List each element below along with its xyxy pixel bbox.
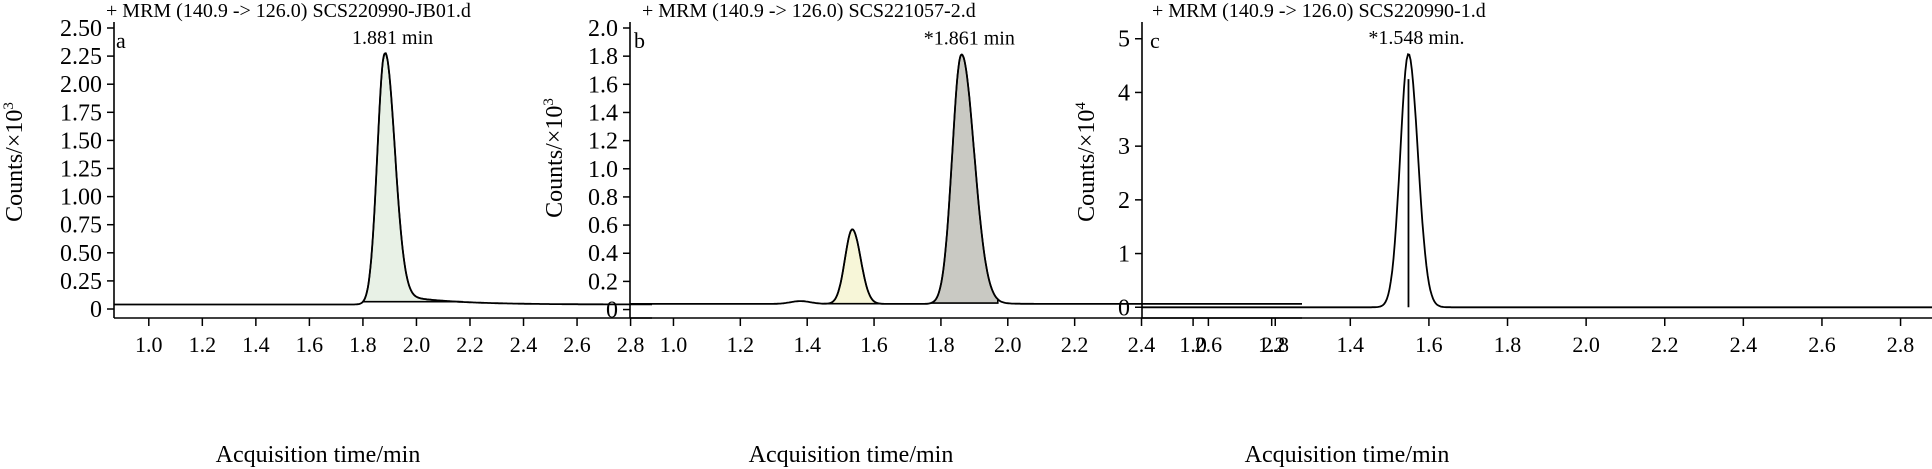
y-tick-label: 1.25 [60,157,102,183]
peak-label: 1.881 min [352,27,433,49]
y-tick-label: 1.50 [60,128,102,154]
peak-area-2 [930,53,999,304]
peak-label: *1.548 min. [1368,27,1464,49]
x-axis-label: Acquisition time/min [216,442,421,468]
y-tick-label: 1.6 [588,72,618,98]
y-tick-label: 4 [1118,80,1130,106]
y-axis-label-prefix: Counts/×10 [1074,110,1100,222]
x-tick-label: 2.0 [1572,332,1600,357]
y-tick-label: 0.75 [60,213,102,239]
y-tick-label: 0 [1118,295,1130,321]
y-tick-label: 0.2 [588,269,618,295]
y-axis-label-exponent: 4 [1073,102,1089,110]
x-tick-label: 1.2 [1258,332,1286,357]
x-tick-label: 1.6 [1415,332,1443,357]
chart-title: + MRM (140.9 -> 126.0) SCS221057-2.d [642,0,976,22]
chromatogram-trace [1142,53,1932,309]
y-tick-label: 0.4 [588,241,618,267]
panel-label: c [1150,28,1160,53]
x-tick-label: 2.8 [1262,332,1290,357]
x-tick-label: 2.4 [1128,332,1156,357]
chromatogram-trace [630,53,1302,305]
panel-c: + MRM (140.9 -> 126.0) SCS220990-1.d c A… [1073,0,1932,468]
panel-b: + MRM (140.9 -> 126.0) SCS221057-2.d b A… [541,0,1302,468]
x-tick-label: 2.6 [563,332,591,357]
x-tick-label: 2.0 [403,332,431,357]
y-tick-label: 0.50 [60,241,102,267]
x-tick-label: 1.0 [660,332,688,357]
x-tick-label: 1.6 [296,332,324,357]
panel-label: a [116,28,126,53]
y-tick-label: 1.0 [588,157,618,183]
y-tick-label: 2.00 [60,72,102,98]
y-tick-label: 1.2 [588,129,618,155]
x-tick-label: 1.0 [1179,332,1207,357]
y-axis-label-exponent: 3 [1,102,17,110]
y-tick-label: 5 [1118,27,1130,53]
y-tick-label: 1.8 [588,44,618,70]
x-axis-label: Acquisition time/min [1245,442,1450,468]
y-axis-label-prefix: Counts/×10 [2,110,28,222]
y-tick-label: 1.75 [60,100,102,126]
x-tick-label: 2.0 [994,332,1022,357]
x-tick-label: 1.4 [1337,332,1365,357]
chart-title: + MRM (140.9 -> 126.0) SCS220990-1.d [1152,0,1486,22]
x-tick-label: 2.4 [510,332,538,357]
y-tick-label: 0 [606,298,618,324]
x-tick-label: 2.2 [1061,332,1089,357]
y-tick-label: 1 [1118,242,1130,268]
x-axis-label: Acquisition time/min [749,442,954,468]
y-tick-label: 0.6 [588,213,618,239]
x-tick-label: 1.8 [349,332,377,357]
y-axis-label: Counts/×104 [1073,102,1100,222]
y-axis-label-exponent: 3 [541,98,557,106]
y-tick-label: 0 [90,297,102,323]
y-tick-label: 1.4 [588,100,618,126]
y-tick-label: 2.25 [60,44,102,70]
x-tick-label: 2.4 [1730,332,1758,357]
peak-label: *1.861 min [924,28,1015,50]
x-tick-label: 1.2 [189,332,217,357]
x-tick-label: 1.4 [242,332,270,357]
x-tick-label: 2.2 [1651,332,1679,357]
y-tick-label: 2 [1118,188,1130,214]
y-axis-label-prefix: Counts/×10 [542,106,568,218]
x-tick-label: 2.6 [1808,332,1836,357]
y-tick-label: 0.8 [588,185,618,211]
x-tick-label: 2.8 [617,332,645,357]
x-tick-label: 1.8 [927,332,955,357]
peak-area-0 [361,52,463,303]
y-tick-label: 0.25 [60,269,102,295]
panel-label: b [634,28,645,53]
x-tick-label: 2.2 [456,332,484,357]
y-tick-label: 2.0 [588,16,618,42]
peak-area-1 [823,228,881,305]
x-tick-label: 1.6 [860,332,888,357]
y-axis-label: Counts/×103 [1,102,28,222]
x-tick-label: 2.8 [1887,332,1915,357]
x-tick-label: 1.0 [135,332,163,357]
x-tick-label: 1.2 [727,332,755,357]
chart-title: + MRM (140.9 -> 126.0) SCS220990-JB01.d [106,0,471,22]
x-tick-label: 2.6 [1195,332,1223,357]
y-tick-label: 1.00 [60,185,102,211]
x-tick-label: 1.8 [1494,332,1522,357]
x-tick-label: 1.4 [793,332,821,357]
panel-a: + MRM (140.9 -> 126.0) SCS220990-JB01.d … [1,0,653,468]
y-tick-label: 3 [1118,134,1130,160]
y-axis-label: Counts/×103 [541,98,568,218]
y-tick-label: 2.50 [60,16,102,42]
chromatogram-trace [114,52,653,306]
